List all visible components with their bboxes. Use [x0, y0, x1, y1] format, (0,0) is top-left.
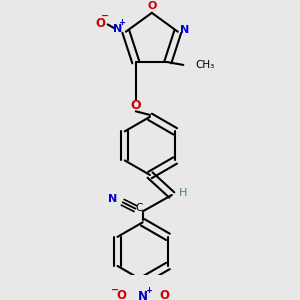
Text: −: −: [101, 11, 109, 21]
Text: O: O: [160, 290, 170, 300]
Text: O: O: [130, 99, 141, 112]
Text: O: O: [116, 290, 126, 300]
Text: N: N: [180, 25, 190, 35]
Text: H: H: [178, 188, 187, 198]
Text: N: N: [138, 290, 148, 300]
Text: −: −: [111, 285, 119, 295]
Text: N: N: [108, 194, 117, 204]
Text: CH₃: CH₃: [195, 60, 214, 70]
Text: O: O: [95, 17, 105, 30]
Text: O: O: [147, 1, 157, 10]
Text: N: N: [113, 24, 122, 34]
Text: +: +: [118, 18, 125, 27]
Text: +: +: [146, 286, 153, 295]
Text: C: C: [135, 203, 143, 213]
